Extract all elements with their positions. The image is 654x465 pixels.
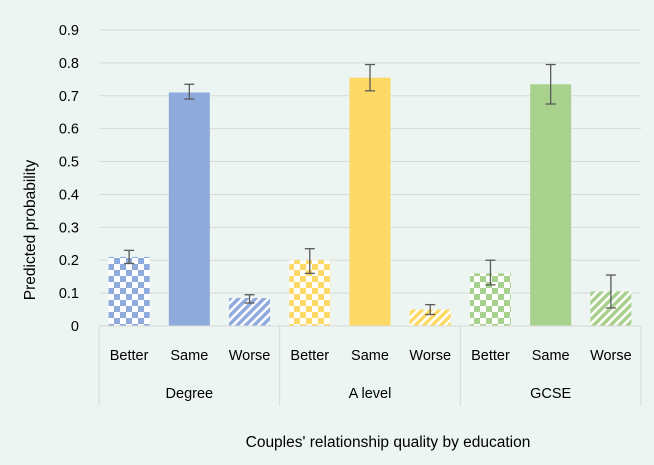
y-tick-label: 0.4 [59,187,79,203]
x-tick-label: Better [471,348,510,364]
bar-a-level-worse [409,309,451,326]
bar-degree-better [108,256,150,326]
x-tick-label: Worse [229,348,271,364]
y-tick-label: 0.9 [59,23,79,39]
y-tick-label: 0.1 [59,286,79,302]
group-label: A level [349,386,392,402]
x-tick-label: Worse [409,348,451,364]
x-tick-label: Better [290,348,329,364]
bar-a-level-same [349,77,391,326]
y-axis: 0 0.1 0.2 0.3 0.4 0.5 0.6 0.7 0.8 0.9 [59,23,79,335]
bar-degree-same [168,92,210,326]
y-tick-label: 0.7 [59,89,79,105]
bars [108,77,632,327]
x-axis-title: Couples' relationship quality by educati… [246,434,531,451]
x-tick-label: Same [351,348,389,364]
y-tick-label: 0 [71,319,79,335]
x-tick-label: Worse [590,348,632,364]
y-axis-title: Predicted probability [22,160,39,301]
error-bars [124,63,616,316]
y-tick-label: 0.6 [59,122,79,138]
x-axis: Better Same Worse Degree Better Same Worse A le… [98,325,642,406]
y-tick-label: 0.8 [59,56,79,72]
y-tick-label: 0.5 [59,155,79,171]
group-label: Degree [166,386,214,402]
x-tick-label: Same [532,348,570,364]
y-tick-label: 0.2 [59,253,79,269]
y-tick-label: 0.3 [59,220,79,236]
bar-gcse-same [530,84,572,327]
group-label: GCSE [530,386,571,402]
x-tick-label: Better [110,348,149,364]
x-tick-label: Same [170,348,208,364]
